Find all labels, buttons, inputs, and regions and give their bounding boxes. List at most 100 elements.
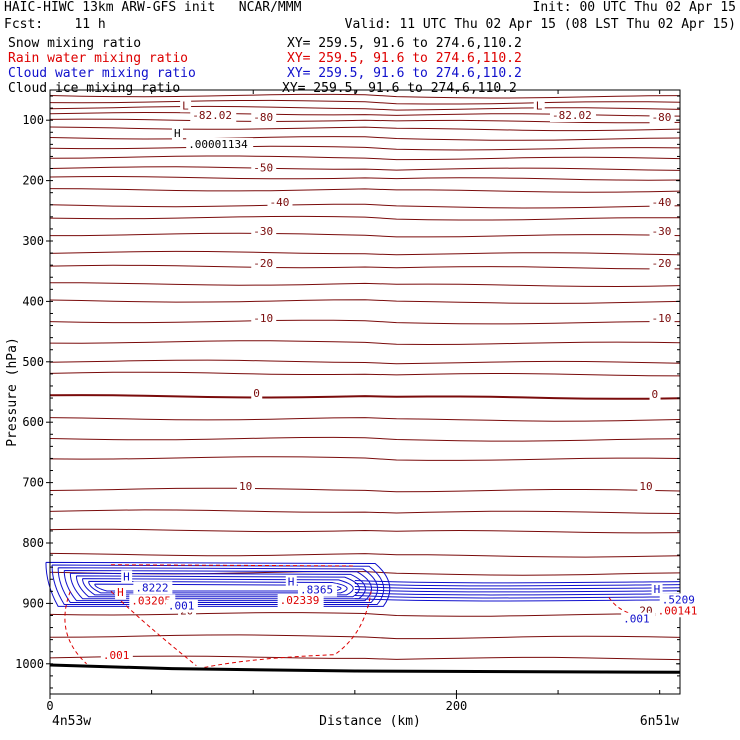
extremum-label: -82.02 — [552, 109, 592, 122]
isotherm-line — [49, 155, 681, 161]
isotherm-line — [50, 282, 681, 288]
isotherm-label-bg — [251, 161, 277, 175]
isotherm-label-bg — [649, 224, 675, 238]
isotherm-line — [49, 552, 681, 558]
extremum-label: .001 — [623, 613, 650, 626]
isotherm-line — [49, 417, 681, 422]
isotherm-label: -40 — [652, 196, 672, 209]
isotherm-line — [49, 655, 681, 661]
cloud-water-contour — [88, 580, 348, 594]
legend-cloud-ice-xy: XY= 259.5, 91.6 to 274.6,110.2 — [282, 81, 517, 96]
isotherm-label: 0 — [652, 388, 659, 401]
cloud-water-contour — [354, 595, 681, 599]
extremum-label-bg — [100, 648, 133, 662]
y-tick-label: 100 — [22, 113, 44, 127]
isotherm-line — [49, 99, 681, 105]
terrain-line — [49, 663, 681, 674]
isotherm-line — [49, 166, 681, 171]
isotherm-line — [49, 118, 681, 124]
forecast-hour: Fcst: 11 h — [4, 17, 106, 32]
legend-cloud-ice-name: Cloud ice mixing ratio — [8, 81, 181, 96]
y-tick-label: 700 — [22, 476, 44, 490]
isotherm-line — [49, 612, 681, 617]
init-time: Init: 00 UTC Thu 02 Apr 15 — [532, 0, 737, 15]
extremum-label-bg — [655, 604, 702, 618]
cloud-water-contour — [354, 592, 681, 596]
extremum-label: H — [288, 575, 295, 588]
isotherm-line — [49, 299, 681, 304]
cloud-water-contour — [354, 589, 681, 593]
y-tick-label: 500 — [22, 355, 44, 369]
extremum-label: H — [117, 586, 124, 599]
y-tick-label: 1000 — [15, 657, 44, 671]
y-tick-label: 900 — [22, 596, 44, 610]
isotherm-label: -20 — [652, 257, 672, 270]
extremum-label-bg — [129, 594, 176, 608]
isotherm-label: 10 — [639, 480, 652, 493]
isotherm-label: 10 — [239, 480, 252, 493]
isotherm-label: -80 — [652, 111, 672, 124]
extremum-label: -82.02 — [192, 109, 232, 122]
isotherm-line — [49, 319, 680, 325]
isotherm-line — [49, 509, 681, 514]
extremum-label-bg — [651, 583, 663, 597]
isotherm-label: -30 — [253, 225, 273, 238]
legend-rain-xy: XY= 259.5, 91.6 to 274.6,110.2 — [287, 51, 522, 66]
cloud-water-contour — [57, 567, 379, 604]
extremum-label-bg — [659, 593, 699, 607]
isotherm-label-bg — [251, 256, 277, 270]
isotherm-label-bg — [649, 195, 675, 209]
isotherm-line — [49, 105, 681, 111]
cloud-water-contour — [354, 582, 681, 587]
left-endpoint-label: 4n53w — [52, 714, 91, 729]
legend-rain-name: Rain water mixing ratio — [8, 51, 189, 66]
surface-line — [49, 663, 681, 674]
isotherm-label-bg — [649, 110, 675, 124]
isotherm-line — [49, 394, 681, 400]
isotherm-line — [49, 436, 681, 442]
legend-snow-name: Snow mixing ratio — [8, 36, 142, 51]
extremum-label: .03205 — [131, 595, 171, 608]
extremum-label: H — [123, 570, 130, 583]
cloud-water-contour — [354, 585, 681, 590]
extremum-label-bg — [277, 594, 324, 608]
isotherm-label-bg — [267, 195, 293, 209]
isotherm-line — [49, 634, 681, 640]
isotherm-label-bg — [237, 479, 255, 493]
extremum-label-bg — [165, 599, 198, 613]
cloud-water-contour — [82, 578, 354, 596]
extremum-label: H — [174, 127, 181, 140]
isotherm-label: -80 — [253, 111, 273, 124]
extremum-label-bg — [549, 108, 596, 122]
extremum-label: .00001134 — [188, 138, 248, 151]
extremum-label: .8365 — [300, 584, 333, 597]
isotherm-line — [49, 250, 681, 256]
isotherm-line — [49, 487, 681, 493]
extremum-label: .001 — [168, 599, 195, 612]
extremum-label: .8222 — [135, 581, 168, 594]
extremum-label-bg — [190, 108, 237, 122]
cloud-water-contour — [51, 564, 385, 605]
isotherm-line — [49, 136, 681, 141]
cloud-water-contour — [45, 561, 391, 607]
isotherm-label-bg — [649, 388, 661, 402]
y-tick-label: 300 — [22, 234, 44, 248]
isotherm-label: -10 — [652, 312, 672, 325]
y-tick-label: 400 — [22, 294, 44, 308]
isotherm-label-bg — [637, 479, 656, 493]
isotherm-line — [50, 232, 681, 238]
y-tick-label: 800 — [22, 536, 44, 550]
isotherm-line — [49, 126, 681, 132]
contour-labels: -80 -80-50-40 -40-30 -30-20 -20-10 -100 010 102… — [100, 99, 702, 662]
cloud-water-contour — [354, 598, 681, 602]
extremum-label-bg — [285, 575, 297, 589]
isotherm-label-bg — [649, 256, 675, 270]
isotherm-line — [49, 359, 681, 365]
x-axis-label: Distance (km) — [319, 714, 421, 729]
isotherm-line — [49, 456, 681, 461]
extremum-label: .00141 — [658, 604, 698, 617]
x-tick-label: 200 — [446, 699, 468, 713]
isotherm-line — [49, 528, 681, 534]
